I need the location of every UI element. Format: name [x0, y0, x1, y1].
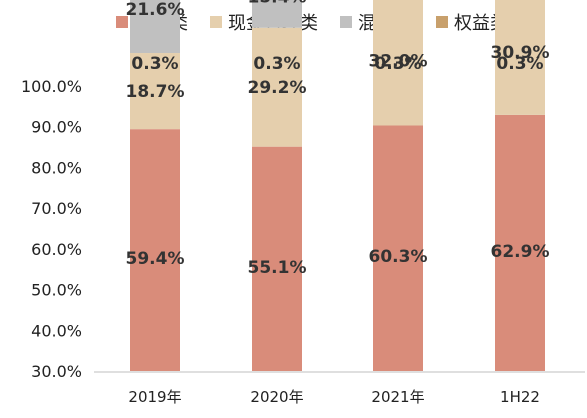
y-tick-label: 70.0% — [31, 199, 82, 218]
bar-group: 60.3%32.0%7.4%0.3% — [369, 0, 428, 371]
data-label: 15.4% — [248, 0, 307, 7]
x-tick-label: 2021年 — [371, 388, 424, 406]
data-label: 29.2% — [248, 78, 307, 98]
bar-segment — [252, 0, 302, 28]
bar-segment — [130, 0, 180, 54]
bar-segment — [495, 0, 545, 115]
data-label: 62.9% — [491, 242, 550, 262]
bars: 59.4% 18.7% 21.6% 0.3% 55.1% 29.2% 15.4% 0.3% 60… — [126, 0, 550, 372]
bar-segment — [252, 146, 302, 371]
data-label: 21.6% — [126, 0, 185, 20]
bar-group: 55.1% 29.2% 15.4% 0.3% — [248, 0, 307, 371]
x-tick-label: 1H22 — [500, 388, 540, 406]
data-label: 0.3% — [374, 54, 421, 74]
data-label: 18.7% — [126, 82, 185, 102]
data-label: 0.3% — [496, 54, 543, 74]
bar-segment — [130, 129, 180, 371]
bar-segment — [373, 125, 423, 371]
y-tick-label: 80.0% — [31, 158, 82, 177]
bar-group: 62.9%30.9%5.9%0.3% — [491, 0, 550, 372]
legend-swatch — [116, 16, 128, 28]
data-label: 60.3% — [369, 247, 428, 267]
legend-label: 权益类 — [454, 13, 508, 34]
x-tick-label: 2019年 — [128, 388, 181, 406]
legend-swatch — [210, 16, 222, 28]
y-tick-label: 90.0% — [31, 118, 82, 137]
data-label: 55.1% — [248, 258, 307, 278]
x-axis: 2019年 2020年 2021年 1H22 — [94, 371, 585, 406]
y-axis: 30.0% 40.0% 50.0% 60.0% 70.0% 80.0% 90.0% 100.0… — [21, 77, 82, 381]
x-tick-label: 2020年 — [250, 388, 303, 406]
data-label: 30.9% — [491, 43, 550, 63]
y-tick-label: 30.0% — [31, 362, 82, 381]
bar-segment — [373, 0, 423, 126]
y-tick-label: 40.0% — [31, 321, 82, 340]
data-label: 0.3% — [253, 54, 300, 74]
y-tick-label: 60.0% — [31, 240, 82, 259]
data-label: 59.4% — [126, 249, 185, 269]
bar-segment — [130, 53, 180, 130]
legend-swatch — [340, 16, 352, 28]
legend-swatch — [436, 16, 448, 28]
bar-segment — [252, 27, 302, 147]
bar-segment — [495, 114, 545, 372]
y-tick-label: 50.0% — [31, 281, 82, 300]
y-tick-label: 100.0% — [21, 77, 82, 96]
legend-item: 权益类 — [436, 13, 508, 34]
data-label: 0.3% — [131, 54, 178, 74]
data-label: 32.0% — [369, 51, 428, 71]
bar-group: 59.4% 18.7% 21.6% 0.3% — [126, 0, 185, 371]
